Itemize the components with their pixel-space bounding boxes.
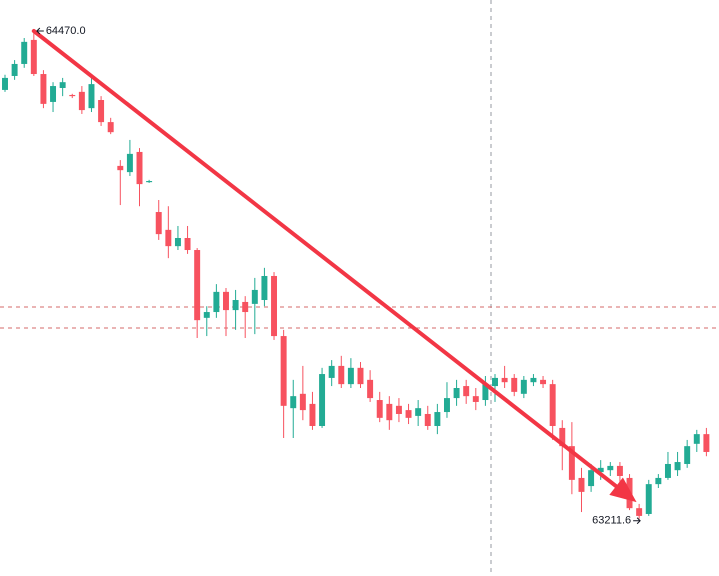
candles — [2, 31, 710, 519]
candle-body — [88, 84, 95, 109]
candle-body — [472, 396, 479, 402]
candle-body — [453, 388, 460, 399]
candle-body — [232, 300, 239, 311]
candle-body — [443, 398, 450, 413]
candle-body — [309, 403, 316, 426]
candle-body — [636, 508, 643, 516]
candle-body — [703, 434, 710, 452]
candle-body — [645, 484, 652, 514]
candle-body — [299, 393, 306, 411]
trend-arrow — [31, 29, 630, 497]
candle-body — [223, 291, 229, 311]
overlay: 64470.0 63211.6 — [31, 25, 641, 527]
candle-body — [2, 77, 8, 90]
candle-body — [367, 379, 374, 399]
candle-body — [357, 367, 364, 385]
candle-body — [11, 63, 18, 76]
candle-body — [261, 275, 268, 301]
low-pointer — [633, 517, 641, 525]
candle-body — [165, 229, 172, 247]
candle-body — [693, 434, 700, 444]
high-pointer — [36, 27, 44, 35]
candle-body — [501, 377, 508, 383]
candle-body — [59, 82, 66, 88]
candle-body — [242, 301, 249, 313]
candle-body — [664, 463, 671, 478]
candle-body — [607, 465, 614, 471]
candle-body — [415, 408, 422, 416]
candle-body — [40, 74, 47, 104]
candle-body — [549, 384, 556, 426]
candle-body — [174, 237, 181, 247]
candle-body — [117, 165, 124, 171]
candle-body — [271, 275, 278, 337]
candle-body — [684, 446, 691, 464]
candle-body — [540, 379, 547, 385]
candle-body — [319, 374, 326, 426]
candle-body — [424, 413, 431, 426]
candle-body — [203, 312, 210, 318]
candle-body — [597, 467, 604, 473]
candle-body — [146, 181, 153, 183]
candle-body — [251, 289, 258, 304]
candle-body — [520, 379, 527, 394]
candle-body — [78, 91, 85, 111]
candle-body — [290, 396, 297, 409]
candle-body — [376, 400, 383, 418]
candle-body — [328, 365, 335, 378]
candle-body — [194, 250, 201, 321]
candle-body — [69, 94, 76, 97]
candle-body — [395, 405, 402, 414]
candle-body — [530, 377, 537, 383]
candle-body — [655, 477, 662, 485]
candle-body — [126, 153, 133, 173]
candle-body — [511, 377, 518, 392]
candle-body — [136, 151, 143, 185]
candle-body — [616, 465, 623, 476]
candle-body — [21, 41, 28, 64]
candle-body — [568, 446, 575, 480]
candle-body — [559, 427, 566, 447]
candle-body — [492, 377, 498, 387]
candle-body — [578, 477, 585, 492]
candle-body — [405, 410, 412, 418]
candle-body — [155, 212, 162, 235]
candle-body — [107, 122, 114, 133]
trend-arrow-head — [609, 477, 637, 503]
candle-body — [588, 470, 595, 487]
low-label: 63211.6 — [592, 515, 631, 527]
candle-body — [386, 403, 393, 421]
candle-body — [434, 412, 441, 426]
candle-body — [463, 386, 470, 397]
candle-body — [338, 365, 345, 385]
candle-body — [347, 367, 354, 385]
candle-body — [213, 291, 220, 313]
candle-body — [674, 462, 681, 471]
candle-body — [280, 336, 287, 406]
candle-body — [50, 86, 57, 102]
candle-body — [30, 39, 37, 75]
candle-body — [482, 384, 489, 401]
candle-body — [184, 237, 191, 251]
high-label: 64470.0 — [46, 25, 86, 37]
candle-body — [98, 100, 105, 123]
